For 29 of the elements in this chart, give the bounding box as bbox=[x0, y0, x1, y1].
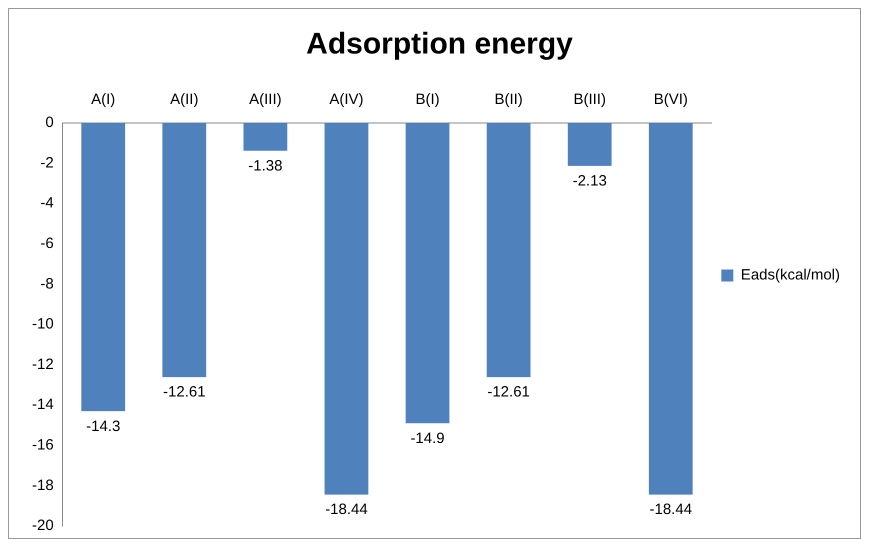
y-tick-label: -14 bbox=[32, 396, 54, 414]
data-label: -12.61 bbox=[487, 384, 530, 401]
y-tick-label: -16 bbox=[32, 436, 54, 454]
x-tick-label: B(VI) bbox=[654, 91, 688, 108]
x-tick-label: B(I) bbox=[415, 91, 440, 108]
x-tick-label: A(IV) bbox=[329, 91, 364, 108]
y-tick-label: -10 bbox=[32, 316, 54, 333]
y-tick-label: -12 bbox=[32, 356, 54, 373]
data-label: -2.13 bbox=[572, 172, 607, 190]
y-tick-label: 0 bbox=[45, 114, 54, 132]
x-tick-label: A(I) bbox=[91, 91, 116, 108]
data-label: -1.38 bbox=[248, 157, 282, 174]
x-tick-label: A(II) bbox=[170, 91, 198, 108]
x-tick-label: A(III) bbox=[249, 91, 282, 108]
data-label: -12.61 bbox=[163, 384, 206, 401]
data-label: -14.3 bbox=[86, 418, 120, 435]
x-tick-label: B(II) bbox=[494, 91, 523, 108]
data-label: -18.44 bbox=[649, 501, 692, 518]
y-tick-label: -8 bbox=[40, 275, 54, 292]
y-tick-label: -18 bbox=[32, 476, 54, 494]
y-tick-label: -4 bbox=[40, 194, 54, 212]
chart-title: Adsorption energy bbox=[306, 27, 574, 60]
data-label: -18.44 bbox=[325, 501, 368, 518]
x-tick-label: B(III) bbox=[573, 91, 606, 108]
data-label: -14.9 bbox=[410, 430, 445, 447]
y-tick-label: -6 bbox=[40, 235, 54, 252]
legend-label: Eads(kcal/mol) bbox=[740, 266, 840, 284]
y-tick-label: -20 bbox=[32, 517, 54, 534]
y-tick-label: -2 bbox=[40, 154, 54, 172]
